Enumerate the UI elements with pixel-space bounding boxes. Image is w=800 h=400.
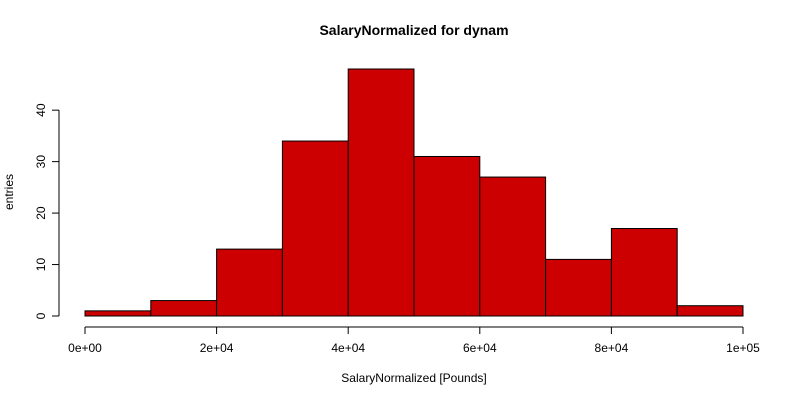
histogram-bar bbox=[347, 68, 415, 317]
y-axis-label: entries bbox=[2, 174, 16, 210]
chart-title: SalaryNormalized for dynam bbox=[319, 22, 508, 38]
histogram-bar bbox=[216, 248, 283, 317]
histogram-bar bbox=[610, 228, 678, 317]
x-tick-label: 0e+00 bbox=[68, 341, 102, 355]
x-tick-label: 1e+05 bbox=[726, 341, 760, 355]
histogram-bar bbox=[413, 155, 481, 317]
bars-group bbox=[84, 68, 744, 317]
histogram-bar bbox=[84, 310, 152, 317]
x-tick-label: 2e+04 bbox=[200, 341, 234, 355]
y-tick-label: 20 bbox=[34, 206, 48, 220]
x-tick-label: 6e+04 bbox=[463, 341, 497, 355]
y-tick-label: 30 bbox=[34, 155, 48, 169]
y-axis: 0 10 20 30 40 bbox=[34, 103, 60, 319]
x-tick-label: 4e+04 bbox=[331, 341, 365, 355]
x-axis-label: SalaryNormalized [Pounds] bbox=[341, 371, 486, 385]
histogram-bar bbox=[479, 176, 547, 317]
histogram-bar bbox=[545, 258, 612, 317]
y-tick-label: 40 bbox=[34, 103, 48, 117]
y-tick-label: 10 bbox=[34, 258, 48, 272]
x-axis: 0e+00 2e+04 4e+04 6e+04 8e+04 1e+05 bbox=[68, 326, 760, 355]
histogram-bar bbox=[281, 140, 349, 317]
y-tick-label: 0 bbox=[34, 312, 48, 319]
x-tick-label: 8e+04 bbox=[595, 341, 629, 355]
histogram-bar bbox=[676, 305, 744, 317]
histogram-bar bbox=[150, 300, 218, 317]
